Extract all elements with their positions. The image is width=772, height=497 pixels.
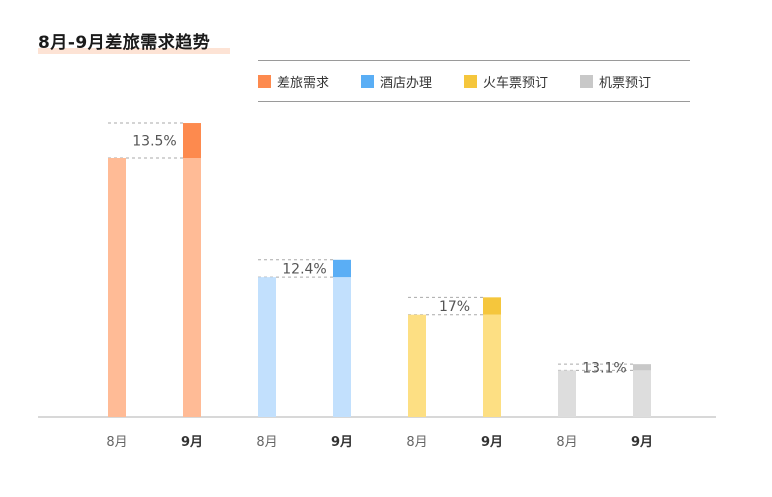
legend-swatch-hotel xyxy=(361,74,375,88)
legend-bottom-rule xyxy=(258,101,690,102)
bar-sep-growth xyxy=(333,259,351,278)
bar-aug xyxy=(258,277,276,417)
chart-title-wrap: 8月-9月差旅需求趋势 xyxy=(38,28,230,54)
legend-item-hotel: 酒店办理 xyxy=(361,71,432,91)
tick-label-sep: 9月 xyxy=(631,435,653,450)
growth-label: 12.4% xyxy=(282,261,326,277)
legend-item-train: 火车票预订 xyxy=(464,71,548,91)
legend-label-train: 火车票预订 xyxy=(483,75,549,91)
legend-item-travel: 差旅需求 xyxy=(258,71,329,91)
title-underline xyxy=(38,48,230,54)
legend-swatch-travel xyxy=(258,74,271,88)
growth-label: 13.1% xyxy=(582,360,626,376)
tick-label-sep: 9月 xyxy=(331,435,353,450)
chart-title: 8月-9月差旅需求趋势 xyxy=(38,33,211,53)
growth-label: 13.5% xyxy=(132,134,176,150)
legend-label-hotel: 酒店办理 xyxy=(380,75,433,91)
legend-swatch-train xyxy=(464,74,478,88)
legend-top-rule xyxy=(258,60,690,61)
growth-label: 17% xyxy=(439,299,470,315)
legend-label-travel: 差旅需求 xyxy=(277,75,330,91)
bar-sep-base xyxy=(483,314,501,417)
tick-label-aug: 8月 xyxy=(556,435,577,450)
tick-label-aug: 8月 xyxy=(256,435,277,450)
bar-sep-growth xyxy=(183,123,201,158)
bar-aug xyxy=(108,158,126,417)
tick-label-aug: 8月 xyxy=(106,435,127,450)
tick-label-aug: 8月 xyxy=(406,435,427,450)
bar-sep-base xyxy=(633,370,651,417)
tick-label-sep: 9月 xyxy=(481,435,503,450)
bar-sep-growth xyxy=(483,297,501,315)
bar-aug xyxy=(408,314,426,417)
legend-item-flight: 机票预订 xyxy=(580,71,651,91)
legend-label-flight: 机票预订 xyxy=(599,75,652,91)
bar-aug xyxy=(558,370,576,417)
bar-sep-base xyxy=(183,158,201,417)
legend-swatch-flight xyxy=(580,74,594,88)
tick-label-sep: 9月 xyxy=(181,435,203,450)
bar-sep-growth xyxy=(633,364,651,371)
bar-sep-base xyxy=(333,277,351,417)
legend: 差旅需求 酒店办理 火车票预订 机票预订 xyxy=(258,71,690,91)
